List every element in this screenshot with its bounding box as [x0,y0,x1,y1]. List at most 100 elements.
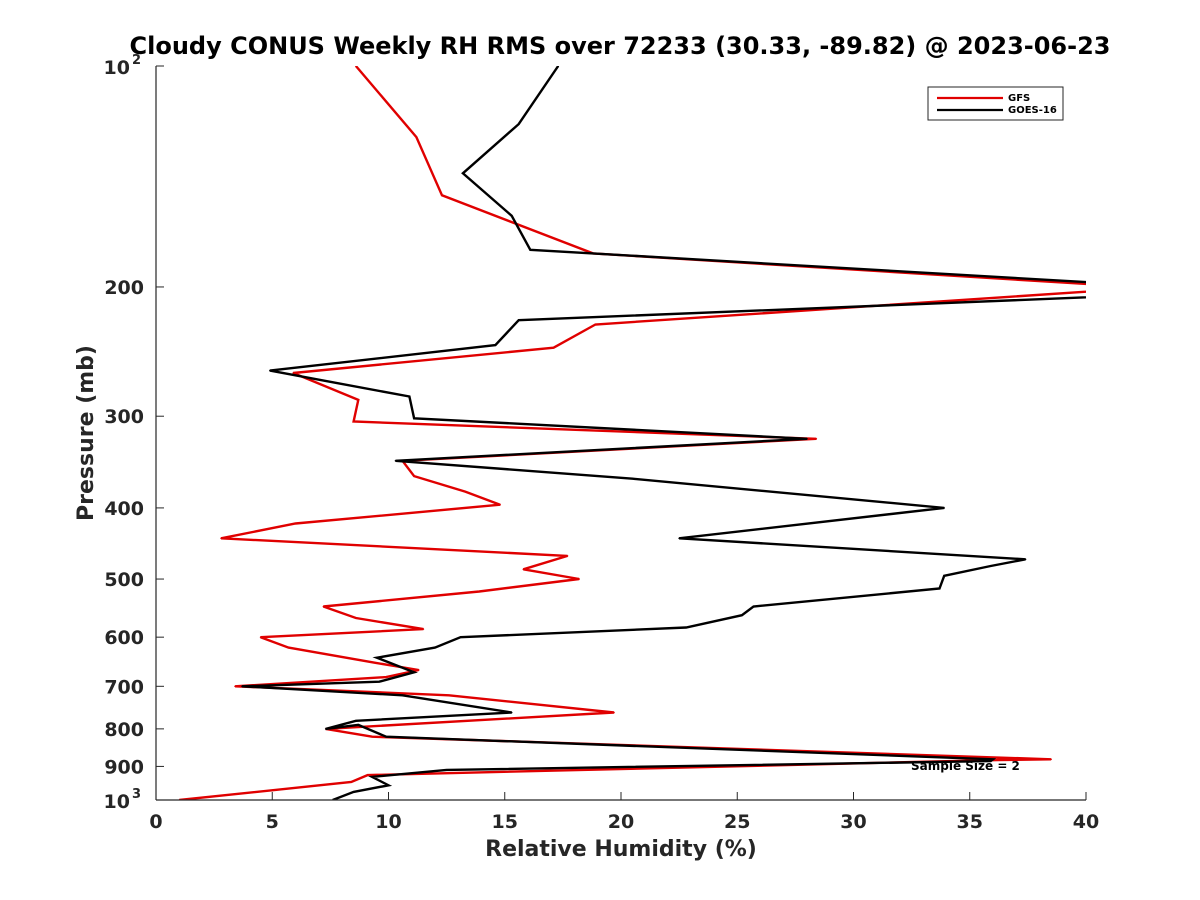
data-point [992,758,994,761]
y-tick-label: 200 [104,277,144,299]
y-tick-base: 10 [104,57,130,79]
data-point [678,537,680,540]
data-point [631,477,634,480]
data-point [417,669,420,671]
y-tick-label: 500 [104,569,144,591]
data-point [448,694,450,697]
data-point [510,215,513,217]
data-point [434,646,436,649]
data-point [241,685,243,688]
data-point [441,194,443,197]
data-point [499,503,501,506]
data-point [413,417,415,420]
data-point [355,617,357,619]
data-point [366,774,369,776]
data-point [413,671,415,674]
data-point [373,661,376,664]
data-point [1024,558,1027,561]
data-point [1085,290,1086,293]
data-point [552,346,555,349]
data-point [385,735,387,738]
data-point [741,614,743,616]
data-point [292,372,294,374]
x-tick-label: 40 [1073,811,1099,833]
data-point [234,685,236,688]
data-point [357,399,360,401]
data-point [371,776,374,778]
data-point [462,172,464,175]
data-point [459,636,462,638]
y-tick-exponent: 3 [132,787,141,802]
series-layer [178,66,1110,800]
sample-size-annotation: Sample Size = 2 [911,759,1020,773]
data-point [566,555,569,557]
data-point [376,656,378,659]
data-point [220,537,222,540]
data-point [594,323,597,326]
data-point [494,344,497,346]
y-axis-label: Pressure (mb) [74,345,99,521]
y-tick-label: 600 [104,627,144,649]
data-point [1085,281,1086,283]
series-line-gfs [179,66,1086,800]
data-point [996,759,999,761]
data-point [371,735,374,738]
legend-label-gfs: GFS [1008,93,1030,104]
y-tick-label: 400 [104,498,144,520]
data-point [943,575,945,577]
data-point [415,136,418,138]
data-point [464,490,467,493]
data-point [422,628,425,630]
data-point [529,249,532,251]
y-tick-label: 900 [104,756,144,778]
legend-box [927,86,1064,121]
data-point [387,784,390,787]
data-point [394,459,397,462]
data-point [401,694,404,697]
data-point [1050,758,1052,761]
data-point [938,587,941,590]
y-tick-label: 700 [104,676,144,698]
data-point [322,605,325,608]
data-point [350,781,353,783]
x-axis-label: Relative Humidity (%) [485,837,757,862]
x-tick-label: 0 [149,811,162,833]
data-point [517,123,520,125]
data-point [578,578,580,580]
data-point [815,437,818,440]
data-point [352,791,355,793]
data-point [378,680,381,683]
x-tick-label: 20 [608,811,634,833]
data-point [1108,296,1110,298]
data-point [355,66,357,67]
chart-title: Cloudy CONUS Weekly RH RMS over 72233 (3… [130,32,1111,60]
y-tick-label: 300 [104,406,144,428]
data-point [989,760,992,762]
data-point [324,728,327,730]
y-tick-label: 800 [104,719,144,741]
data-point [445,769,448,771]
y-tick-label: 10 [104,791,130,813]
x-tick-label: 5 [266,811,279,833]
data-point [522,568,525,571]
data-point [557,66,560,67]
x-tick-label: 10 [375,811,401,833]
data-point [259,636,262,638]
data-point [269,369,271,372]
data-point [287,646,290,649]
x-axis-ticks: 0 5 10 15 20 25 30 35 40 [149,792,1099,833]
data-point [989,565,992,567]
data-point [510,711,513,714]
y-tick-base: 10 [104,791,130,813]
data-point [413,475,415,477]
data-point [478,590,480,593]
y-tick-label: 10 [104,57,130,79]
data-point [408,395,411,398]
legend: GFS GOES-16 [927,86,1064,121]
data-point [613,711,615,714]
y-tick-exponent: 2 [132,53,141,68]
data-point [357,724,360,726]
data-point [1108,285,1110,287]
